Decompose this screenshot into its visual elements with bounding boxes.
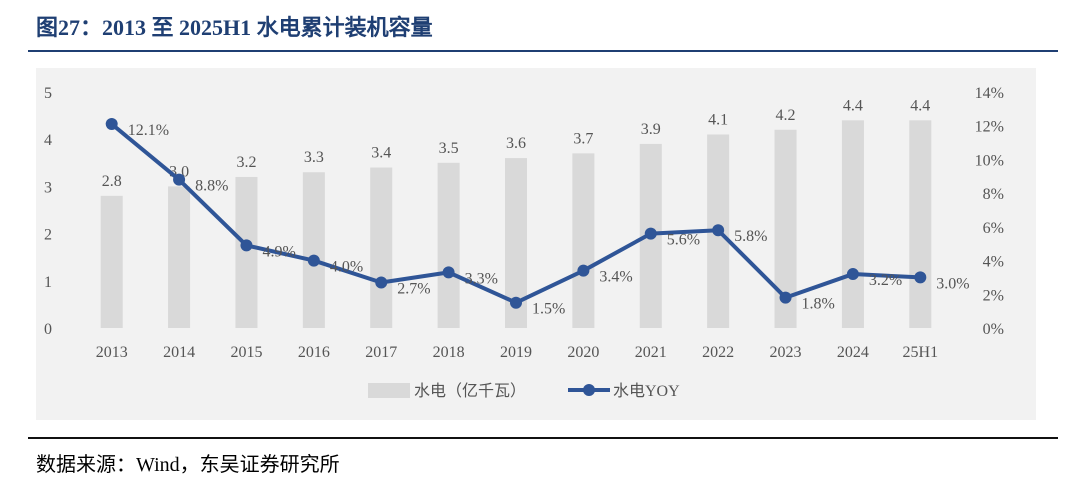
yoy-point (914, 271, 927, 284)
chart-panel (36, 68, 1036, 420)
yoy-point (307, 254, 320, 267)
yoy-point (173, 173, 186, 186)
bar-value-label: 3.4 (371, 145, 391, 162)
yoy-point (240, 239, 253, 252)
bar (774, 129, 797, 328)
right-axis-tick-label: 2% (983, 287, 1004, 304)
left-axis-tick-label: 3 (44, 179, 52, 196)
bar-value-label: 3.9 (641, 121, 661, 138)
bar-value-label: 4.4 (843, 97, 863, 114)
right-axis-tick-label: 6% (983, 220, 1004, 237)
bar (437, 162, 460, 328)
legend-bar-swatch (368, 383, 410, 398)
x-axis-tick-label: 2019 (500, 344, 532, 361)
yoy-point (846, 268, 859, 281)
yoy-value-label: 4.0% (330, 259, 363, 276)
bar-value-label: 3.5 (439, 140, 459, 157)
yoy-value-label: 1.5% (532, 301, 565, 318)
bar (100, 195, 123, 328)
right-axis-tick-label: 8% (983, 186, 1004, 203)
bar-value-label: 3.7 (573, 130, 593, 147)
yoy-point (510, 296, 522, 309)
yoy-value-label: 2.7% (397, 280, 430, 297)
figure-title: 图27：2013 至 2025H1 水电累计装机容量 (36, 15, 433, 40)
bar-value-label: 3.6 (506, 135, 526, 152)
bar (235, 176, 258, 328)
left-axis-tick-label: 1 (44, 274, 52, 291)
right-axis-tick-label: 12% (975, 119, 1004, 136)
x-axis-tick-label: 2022 (702, 344, 734, 361)
x-axis-tick-label: 2018 (433, 344, 465, 361)
yoy-value-label: 3.4% (599, 269, 632, 286)
bar (505, 158, 527, 328)
bar-series (100, 120, 932, 328)
left-axis-tick-label: 4 (44, 132, 52, 149)
x-axis-tick-label: 2021 (635, 344, 667, 361)
bar (572, 153, 595, 328)
legend-line-label: 水电YOY (613, 382, 680, 400)
bar-value-label: 2.8 (102, 173, 122, 190)
yoy-point (779, 291, 792, 304)
x-axis-tick-label: 2013 (96, 344, 128, 361)
source-note: 数据来源：Wind，东吴证券研究所 (36, 454, 340, 476)
bar (370, 167, 393, 328)
bar-value-label: 4.4 (910, 97, 930, 114)
yoy-value-label: 3.3% (465, 270, 498, 287)
legend-bar-label: 水电（亿千瓦） (414, 382, 526, 400)
yoy-value-label: 3.2% (869, 272, 902, 289)
title-divider (28, 50, 1058, 52)
yoy-point (375, 276, 388, 289)
left-axis-ticks: 0 1 2 3 4 5 (44, 85, 52, 338)
bar (302, 172, 325, 328)
bar (168, 186, 191, 328)
yoy-point (644, 227, 657, 240)
bar-value-label: 4.1 (708, 111, 728, 128)
x-axis-tick-label: 2017 (365, 344, 397, 361)
yoy-point (105, 118, 118, 131)
x-axis-labels: 2013 2014 2015 2016 2017 2018 2019 2020 2021 2022… (96, 344, 938, 361)
right-axis-tick-label: 4% (983, 254, 1004, 271)
right-axis-tick-label: 10% (975, 152, 1004, 169)
yoy-point (442, 266, 455, 279)
yoy-value-label: 5.8% (734, 228, 767, 245)
x-axis-tick-label: 2014 (163, 344, 195, 361)
bar (841, 120, 864, 328)
yoy-value-label: 5.6% (667, 232, 700, 249)
yoy-point (577, 264, 590, 277)
left-axis-tick-label: 2 (44, 227, 52, 244)
yoy-point (712, 224, 725, 237)
yoy-value-label: 8.8% (195, 178, 228, 195)
x-axis-tick-label: 2024 (837, 344, 869, 361)
line-series (105, 118, 927, 309)
legend-line-marker (583, 384, 595, 396)
bar-value-label: 3.3 (304, 149, 324, 166)
x-axis-tick-label: 2016 (298, 344, 330, 361)
line-value-labels: 12.1% 8.8% 4.9% 4.0% 2.7% 3.3% 1.5% 3.4% 5.6% 5.8… (128, 122, 970, 318)
bar-value-label: 3.2 (236, 154, 256, 171)
footer-divider (28, 437, 1058, 439)
x-axis-tick-label: 2015 (230, 344, 262, 361)
right-axis-tick-label: 14% (975, 85, 1004, 102)
yoy-value-label: 3.0% (936, 275, 969, 292)
yoy-value-label: 4.9% (262, 243, 295, 260)
bar-value-labels: 2.83.03.2 3.3 3.4 3.5 3.6 3.73.94.1 4.24.4 4.4 (102, 97, 931, 190)
bar-value-label: 4.2 (776, 107, 796, 124)
bar (909, 120, 932, 328)
left-axis-tick-label: 0 (44, 321, 52, 338)
x-axis-tick-label: 2023 (770, 344, 802, 361)
yoy-value-label: 12.1% (128, 122, 169, 139)
yoy-value-label: 1.8% (802, 296, 835, 313)
x-axis-tick-label: 25H1 (903, 344, 939, 361)
right-axis-tick-label: 0% (983, 321, 1004, 338)
left-axis-tick-label: 5 (44, 85, 52, 102)
right-axis-ticks: 0% 2% 4% 6% 8% 10% 12% 14% (975, 85, 1004, 338)
x-axis-tick-label: 2020 (567, 344, 599, 361)
legend: 水电（亿千瓦） 水电YOY (368, 382, 680, 400)
